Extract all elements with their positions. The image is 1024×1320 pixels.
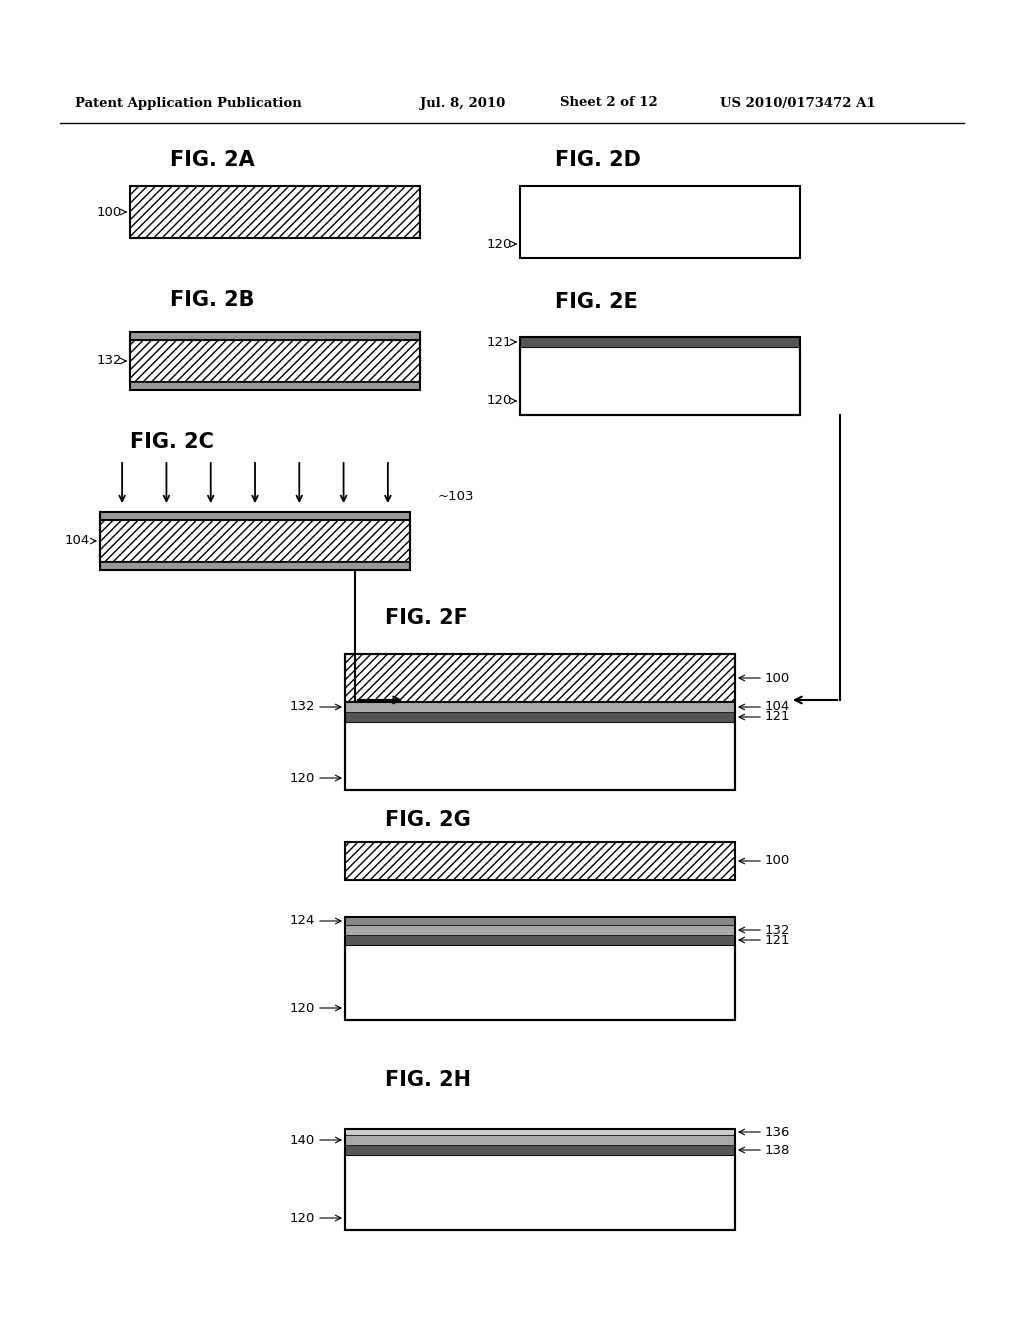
- Text: 104: 104: [65, 535, 90, 548]
- Text: FIG. 2E: FIG. 2E: [555, 292, 638, 312]
- Bar: [520, 186, 800, 257]
- Bar: [345, 702, 735, 711]
- Bar: [345, 1155, 735, 1230]
- Text: Sheet 2 of 12: Sheet 2 of 12: [560, 96, 657, 110]
- Bar: [345, 722, 735, 789]
- Text: FIG. 2D: FIG. 2D: [555, 150, 641, 170]
- Text: 120: 120: [486, 395, 512, 408]
- Text: Jul. 8, 2010: Jul. 8, 2010: [420, 96, 505, 110]
- Bar: [130, 333, 420, 389]
- Bar: [345, 1144, 735, 1155]
- Text: 132: 132: [290, 701, 315, 714]
- Bar: [100, 562, 410, 570]
- Bar: [100, 512, 410, 520]
- Bar: [345, 1135, 735, 1144]
- Bar: [345, 917, 735, 925]
- Bar: [345, 917, 735, 1020]
- Text: 120: 120: [486, 238, 512, 251]
- Text: 100: 100: [765, 854, 791, 867]
- Text: US 2010/0173472 A1: US 2010/0173472 A1: [720, 96, 876, 110]
- Text: 104: 104: [765, 701, 791, 714]
- Text: FIG. 2C: FIG. 2C: [130, 432, 214, 451]
- Text: FIG. 2B: FIG. 2B: [170, 290, 255, 310]
- Bar: [345, 945, 735, 1020]
- Bar: [345, 842, 735, 880]
- Bar: [345, 925, 735, 935]
- Text: 120: 120: [290, 1212, 315, 1225]
- Bar: [100, 520, 410, 562]
- Text: 121: 121: [765, 710, 791, 723]
- Text: Patent Application Publication: Patent Application Publication: [75, 96, 302, 110]
- Bar: [520, 337, 800, 414]
- Bar: [345, 1129, 735, 1135]
- Text: 120: 120: [290, 771, 315, 784]
- Bar: [345, 653, 735, 789]
- Text: 132: 132: [96, 355, 122, 367]
- Text: FIG. 2A: FIG. 2A: [170, 150, 255, 170]
- Bar: [130, 333, 420, 341]
- Text: ~103: ~103: [438, 490, 474, 503]
- Bar: [130, 186, 420, 238]
- Text: 132: 132: [765, 924, 791, 936]
- Text: 121: 121: [486, 335, 512, 348]
- Bar: [345, 935, 735, 945]
- Text: FIG. 2H: FIG. 2H: [385, 1071, 471, 1090]
- Bar: [345, 711, 735, 722]
- Text: 100: 100: [765, 672, 791, 685]
- Text: 138: 138: [765, 1143, 791, 1156]
- Bar: [130, 341, 420, 381]
- Bar: [345, 653, 735, 702]
- Bar: [100, 512, 410, 570]
- Bar: [345, 1129, 735, 1230]
- Bar: [520, 347, 800, 414]
- Text: 121: 121: [765, 933, 791, 946]
- Text: FIG. 2F: FIG. 2F: [385, 609, 468, 628]
- Text: 124: 124: [290, 915, 315, 928]
- Text: 100: 100: [96, 206, 122, 219]
- Text: 120: 120: [290, 1002, 315, 1015]
- Bar: [520, 337, 800, 347]
- Text: 136: 136: [765, 1126, 791, 1138]
- Text: FIG. 2G: FIG. 2G: [385, 810, 471, 830]
- Text: 140: 140: [290, 1134, 315, 1147]
- Bar: [130, 381, 420, 389]
